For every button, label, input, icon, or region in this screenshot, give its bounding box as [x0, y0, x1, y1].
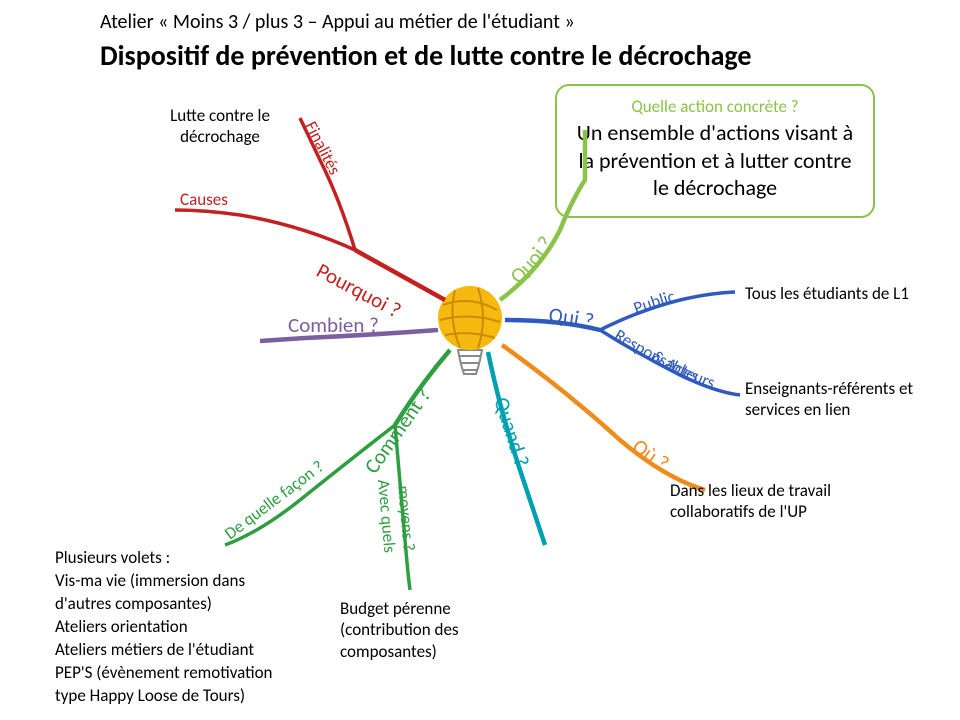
label-qui-public: Public	[631, 286, 678, 319]
list-line: Ateliers orientation	[55, 616, 335, 639]
ou-text: Dans les lieux de travail collaboratifs …	[670, 480, 880, 523]
center-bulb-icon	[438, 286, 502, 374]
label-pourquoi-finalites: Finalités	[301, 118, 346, 179]
list-line: d'autres composantes)	[55, 593, 335, 616]
list-line: Ateliers métiers de l'étudiant	[55, 639, 335, 662]
label-quoi: Quoi ?	[504, 231, 558, 289]
label-pourquoi-causes: Causes	[180, 189, 228, 210]
list-line: type Happy Loose de Tours)	[55, 685, 335, 708]
qui-public-text: Tous les étudiants de L1	[745, 283, 909, 304]
list-line: PEP'S (évènement remotivation	[55, 662, 335, 685]
mindmap-stage: Atelier « Moins 3 / plus 3 – Appui au mé…	[0, 0, 960, 720]
label-quand: Quand ?	[488, 394, 535, 470]
list-line: Vis-ma vie (immersion dans	[55, 570, 335, 593]
branch-pourquoi-causes	[175, 210, 355, 250]
label-qui: Qui ?	[547, 302, 596, 334]
label-comment-facon: De quelle façon ?	[220, 456, 328, 544]
label-combien: Combien ?	[288, 312, 379, 338]
pourquoi-text: Lutte contre le décrochage	[150, 105, 290, 148]
list-title: Plusieurs volets :	[55, 547, 335, 570]
label-ou: Où ?	[627, 433, 674, 476]
qui-resp-text: Enseignants-référents et services en lie…	[745, 378, 945, 421]
budget-text: Budget pérenne (contribution des composa…	[340, 598, 510, 662]
comment-list: Plusieurs volets : Vis-ma vie (immersion…	[55, 547, 335, 708]
